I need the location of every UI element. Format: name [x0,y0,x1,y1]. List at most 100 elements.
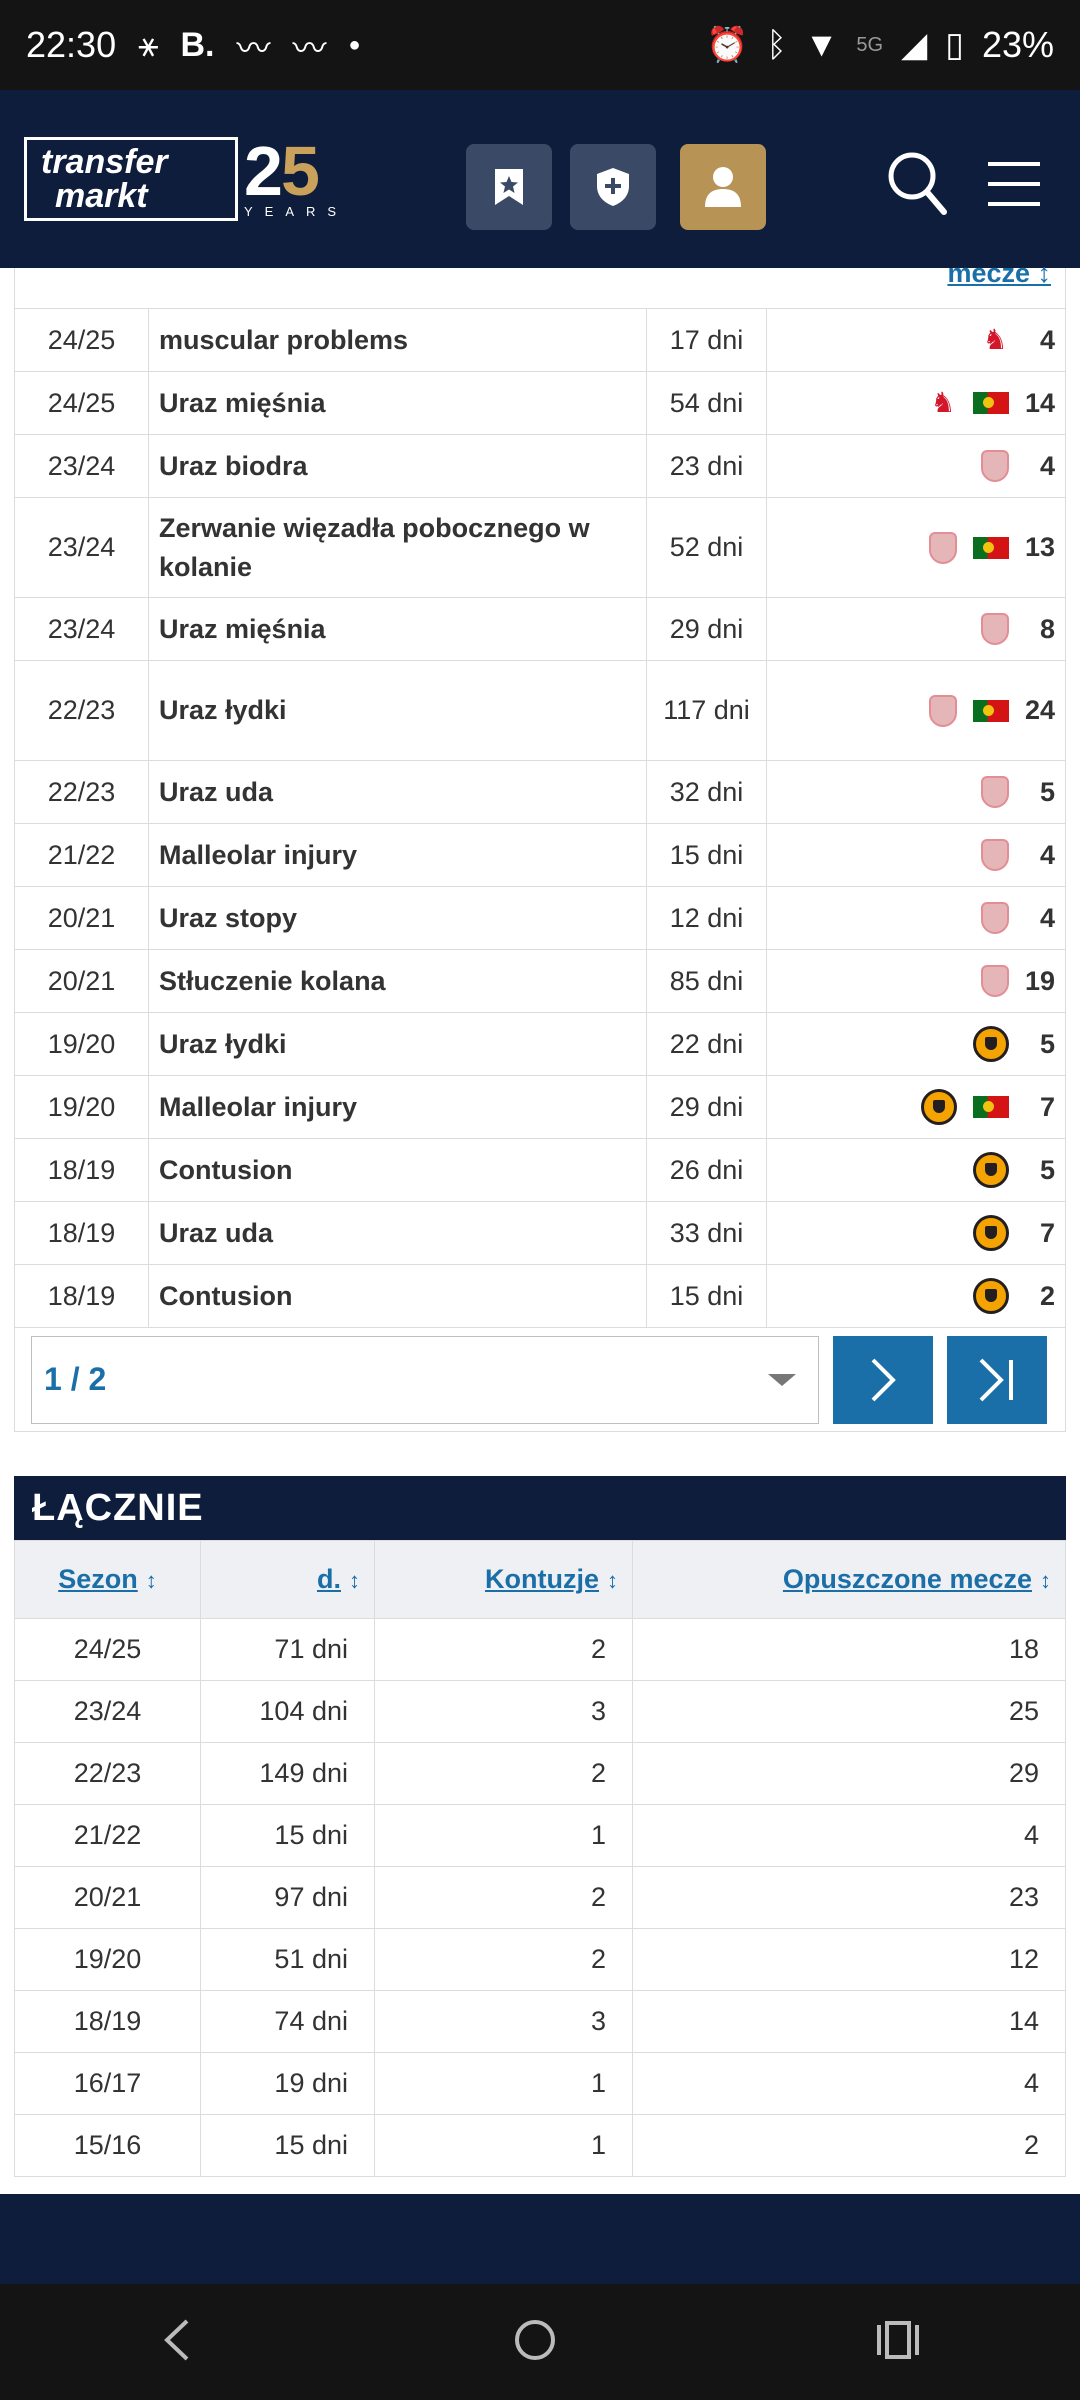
liverpool-liverbird-icon[interactable]: ♞ [930,387,956,418]
wolves-crest-icon[interactable] [973,1215,1009,1251]
table-row: 23/24 Zerwanie więzadła pobocznego w kola… [14,497,1066,598]
table-row: 22/23 Uraz łydki 117 dni 24 [14,660,1066,761]
logo-line-2: markt [55,177,148,215]
table-row: 18/19 Contusion 15 dni 2 [14,1264,1066,1328]
next-page-button[interactable] [833,1335,933,1424]
b-app-icon: B. [180,25,215,64]
injury-cell: Malleolar injury [148,1075,647,1139]
missed-games-value: 14 [1024,387,1055,418]
liverpool-crest-icon[interactable] [928,531,957,564]
table-row: 23/24 Uraz biodra 23 dni 4 [14,434,1066,498]
days-cell: 33 dni [646,1201,767,1265]
back-button[interactable] [157,2315,197,2370]
anniversary-years: YEARS [244,203,349,219]
injuries-count-cell: 3 [374,1680,633,1743]
missed-games-cell: 29 [632,1742,1066,1805]
battery-percent: 23% [981,24,1054,65]
days-cell: 23 dni [646,434,767,498]
bookmark-star-icon [495,169,523,205]
days-cell: 149 dni [200,1742,375,1805]
column-header-days[interactable]: d. ↕ [200,1540,375,1619]
days-cell: 15 dni [200,2114,375,2177]
injury-cell: muscular problems [148,308,647,372]
last-page-button[interactable] [947,1335,1047,1424]
anniversary-number: 25 [244,136,320,206]
menu-button[interactable] [988,160,1040,215]
table-row: 21/22 15 dni 1 4 [14,1804,1066,1867]
games-column-header[interactable]: mecze ↕ [947,258,1051,288]
missed-games-cell: 12 [632,1928,1066,1991]
season-cell: 21/22 [14,1804,201,1867]
games-wrap: ♞ 4 [777,323,1055,357]
missed-games-value: 5 [1039,1028,1055,1059]
status-time: 22:30 [26,24,117,65]
days-cell: 29 dni [646,1075,767,1139]
days-cell: 12 dni [646,886,767,950]
liverpool-crest-icon[interactable] [981,450,1009,482]
table-row: 16/17 19 dni 1 4 [14,2052,1066,2115]
injuries-count-cell: 1 [374,2052,633,2115]
page-select[interactable]: 1 / 2 [31,1335,819,1424]
main-content: mecze ↕ 24/25 muscular problems 17 dni ♞ 4 24… [14,258,1066,2177]
account-button[interactable] [680,144,766,230]
liverpool-crest-icon[interactable] [980,965,1009,997]
days-cell: 15 dni [200,1804,375,1867]
missed-games-cell: 18 [632,1618,1066,1681]
injury-cell: Uraz stopy [148,886,647,950]
days-cell: 19 dni [200,2052,375,2115]
season-cell: 23/24 [14,434,149,498]
column-header-season[interactable]: Sezon ↕ [14,1540,201,1619]
portugal-flag-icon[interactable] [972,536,1009,559]
column-label: Kontuzje [485,1564,599,1594]
season-cell: 24/25 [14,371,149,435]
season-cell: 15/16 [14,2114,201,2177]
injury-cell: Uraz biodra [148,434,647,498]
column-header-missed-games[interactable]: Opuszczone mecze ↕ [632,1540,1066,1619]
missed-games-value: 5 [1039,1154,1055,1185]
injury-cell: Contusion [148,1138,647,1202]
liverpool-crest-icon[interactable] [981,776,1009,808]
sort-icon: ↕ [145,1568,157,1593]
liverpool-crest-icon[interactable] [981,902,1009,934]
portugal-flag-icon[interactable] [972,699,1009,722]
portugal-flag-icon[interactable] [973,1096,1009,1118]
table-row: 18/19 Contusion 26 dni 5 [14,1138,1066,1202]
missed-games-value: 24 [1024,695,1055,725]
club-button[interactable] [570,144,656,230]
hamburger-menu-icon [988,162,1040,206]
games-cell: 7 [766,1201,1066,1265]
missed-games-value: 4 [1039,902,1055,933]
missed-games-value: 19 [1024,965,1055,996]
wolves-crest-icon[interactable] [921,1089,957,1125]
days-cell: 71 dni [200,1618,375,1681]
games-wrap: 4 [777,902,1055,934]
home-button[interactable] [510,2315,560,2370]
wolves-crest-icon[interactable] [973,1152,1009,1188]
site-header: transfer markt 25 YEARS [0,90,1080,268]
liverpool-crest-icon[interactable] [981,839,1009,871]
wolves-crest-icon[interactable] [973,1026,1009,1062]
wolves-crest-icon[interactable] [973,1278,1009,1314]
transfermarkt-logo[interactable]: transfer markt 25 YEARS [24,136,349,221]
portugal-flag-icon[interactable] [972,392,1009,414]
liverpool-crest-icon[interactable] [981,613,1009,645]
column-header-injuries[interactable]: Kontuzje ↕ [374,1540,633,1619]
home-icon [514,2319,555,2360]
liverpool-crest-icon[interactable] [928,694,957,727]
season-cell: 23/24 [14,597,149,661]
missed-games-value: 4 [1039,450,1055,481]
column-label: Opuszczone mecze [782,1564,1032,1594]
season-cell: 23/24 [14,497,149,598]
search-button[interactable] [886,150,948,221]
days-cell: 51 dni [200,1928,375,1991]
watchlist-button[interactable] [466,144,552,230]
recents-button[interactable] [873,2315,923,2370]
liverpool-liverbird-icon[interactable]: ♞ [982,324,1008,355]
games-wrap: 13 [777,531,1055,564]
days-cell: 117 dni [646,660,767,761]
season-cell: 20/21 [14,949,149,1013]
games-cell: 2 [766,1264,1066,1328]
table-row: 19/20 51 dni 2 12 [14,1928,1066,1991]
days-cell: 74 dni [200,1990,375,2053]
table-row: 23/24 104 dni 3 25 [14,1680,1066,1743]
